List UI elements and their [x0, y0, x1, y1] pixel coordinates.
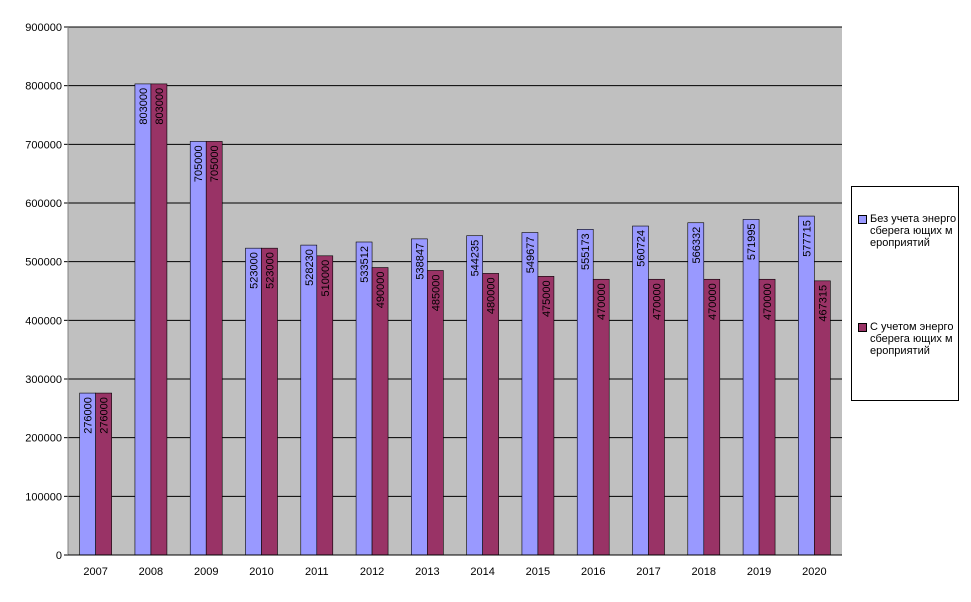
- x-tick-label: 2019: [747, 566, 771, 578]
- x-tick-label: 2008: [139, 566, 163, 578]
- y-tick-label: 900000: [25, 22, 62, 34]
- bar-series-2: [371, 267, 389, 556]
- data-label-series-2: 480000: [486, 277, 498, 314]
- bar-series-2: [261, 247, 278, 556]
- data-label-series-2: 803000: [154, 88, 166, 125]
- data-label-series-1: 566332: [691, 227, 703, 264]
- bar-series-2: [205, 141, 223, 556]
- bar-series-1: [687, 222, 705, 556]
- data-label-series-1: 523000: [249, 252, 261, 289]
- x-tick-label: 2020: [802, 566, 826, 578]
- y-tick-label: 300000: [25, 374, 62, 386]
- data-label-series-1: 803000: [138, 88, 150, 125]
- bar-series-1: [134, 83, 152, 556]
- data-label-series-1: 571995: [746, 223, 758, 260]
- bar-series-1: [411, 238, 428, 556]
- x-tick-label: 2018: [692, 566, 716, 578]
- x-axis-ticks: 2007 2008 2009 2010 2011 2012 2013 2014 2015 2016…: [83, 566, 826, 578]
- legend-label-series-1: Без учета энергосберега ющих мероприятий: [870, 213, 957, 249]
- y-tick-label: 100000: [25, 491, 62, 503]
- data-label-series-1: 560724: [636, 230, 648, 267]
- data-label-series-2: 470000: [596, 283, 608, 320]
- data-label-series-1: 577715: [801, 220, 813, 257]
- bar-series-1: [300, 244, 318, 556]
- bar-series-1: [798, 215, 815, 556]
- bar-series-1: [521, 232, 539, 556]
- x-tick-label: 2009: [194, 566, 218, 578]
- y-tick-label: 200000: [25, 433, 62, 445]
- data-label-series-2: 467315: [817, 285, 829, 322]
- y-tick-label: 800000: [25, 81, 62, 93]
- x-tick-label: 2007: [83, 566, 107, 578]
- data-label-series-1: 528230: [304, 249, 316, 286]
- bar-series-1: [189, 141, 207, 556]
- bar-series-1: [466, 235, 483, 556]
- y-tick-label: 700000: [25, 139, 62, 151]
- data-label-series-1: 549677: [525, 237, 537, 274]
- bar-series-1: [355, 241, 373, 556]
- data-label-series-2: 510000: [320, 260, 332, 297]
- x-tick-label: 2013: [415, 566, 439, 578]
- bars: [79, 83, 831, 556]
- legend-swatch-series-2: [858, 323, 867, 332]
- y-axis-ticks: 0 100000 200000 300000 400000 500000 600000 700…: [25, 22, 68, 562]
- bar-series-2: [427, 270, 444, 556]
- data-label-series-2: 523000: [265, 252, 277, 289]
- data-label-series-2: 475000: [541, 280, 553, 317]
- bar-series-1: [245, 247, 262, 556]
- bar-series-2: [150, 83, 168, 556]
- y-tick-label: 0: [56, 550, 62, 562]
- y-tick-label: 500000: [25, 257, 62, 269]
- x-tick-label: 2012: [360, 566, 384, 578]
- data-label-series-2: 490000: [375, 272, 387, 309]
- x-tick-label: 2014: [470, 566, 494, 578]
- legend-swatch-series-1: [858, 215, 867, 224]
- bar-series-1: [742, 219, 760, 556]
- plot-area: [68, 27, 842, 555]
- x-tick-label: 2010: [249, 566, 273, 578]
- bar-series-2: [537, 276, 555, 556]
- bar-series-1: [632, 225, 649, 556]
- data-label-series-1: 538847: [414, 243, 426, 280]
- data-labels: 276000 276000 803000 803000 705000 705000 5230…: [83, 88, 830, 434]
- data-label-series-1: 533512: [359, 246, 371, 283]
- x-tick-label: 2017: [636, 566, 660, 578]
- data-label-series-2: 470000: [652, 283, 664, 320]
- data-label-series-2: 470000: [762, 283, 774, 320]
- bar-series-2: [316, 255, 334, 556]
- bar-series-1: [576, 228, 594, 556]
- chart-legend: Без учета энергосберега ющих мероприятий…: [851, 186, 959, 401]
- data-label-series-1: 555173: [580, 233, 592, 270]
- x-tick-label: 2015: [526, 566, 550, 578]
- data-label-series-2: 470000: [707, 283, 719, 320]
- x-tick-label: 2016: [581, 566, 605, 578]
- data-label-series-1: 276000: [83, 397, 95, 434]
- y-tick-label: 600000: [25, 198, 62, 210]
- data-label-series-2: 276000: [99, 397, 111, 434]
- data-label-series-2: 705000: [209, 145, 221, 182]
- data-label-series-1: 705000: [193, 145, 205, 182]
- x-tick-label: 2011: [305, 566, 329, 578]
- data-label-series-1: 544235: [470, 240, 482, 277]
- legend-label-series-2: С учетом энергосберега ющих мероприятий: [870, 321, 954, 357]
- y-tick-label: 400000: [25, 315, 62, 327]
- bar-series-2: [482, 273, 499, 556]
- data-label-series-2: 485000: [430, 274, 442, 311]
